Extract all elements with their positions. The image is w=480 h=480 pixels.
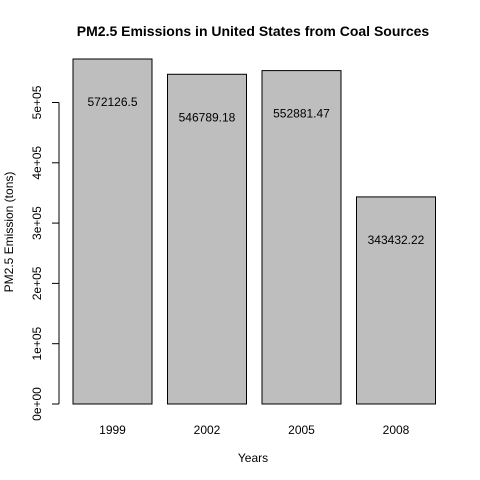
y-tick-label-3: 3e+05 xyxy=(30,206,44,240)
y-tick-label-2: 2e+05 xyxy=(30,266,44,300)
y-tick-label-5: 5e+05 xyxy=(30,85,44,119)
data-label-2008: 343432.22 xyxy=(368,233,425,247)
y-tick-label-0: 0e+00 xyxy=(30,387,44,421)
x-tick-label-2008: 2008 xyxy=(383,423,410,437)
bar-2005 xyxy=(262,71,341,404)
plot-area: 572126.5 1999 546789.18 2002 552881.47 2005 34… xyxy=(30,59,436,437)
x-tick-label-2005: 2005 xyxy=(288,423,315,437)
data-label-2002: 546789.18 xyxy=(179,110,236,124)
y-axis-label: PM2.5 Emission (tons) xyxy=(2,172,16,293)
bar-1999 xyxy=(73,59,152,404)
x-tick-label-1999: 1999 xyxy=(99,423,126,437)
x-axis-label: Years xyxy=(238,451,268,465)
chart-title: PM2.5 Emissions in United States from Co… xyxy=(77,23,430,39)
x-tick-label-2002: 2002 xyxy=(194,423,221,437)
y-tick-label-1: 1e+05 xyxy=(30,327,44,361)
bar-2008 xyxy=(357,197,436,404)
y-tick-label-4: 4e+05 xyxy=(30,146,44,180)
data-label-1999: 572126.5 xyxy=(87,95,137,109)
data-label-2005: 552881.47 xyxy=(273,107,330,121)
